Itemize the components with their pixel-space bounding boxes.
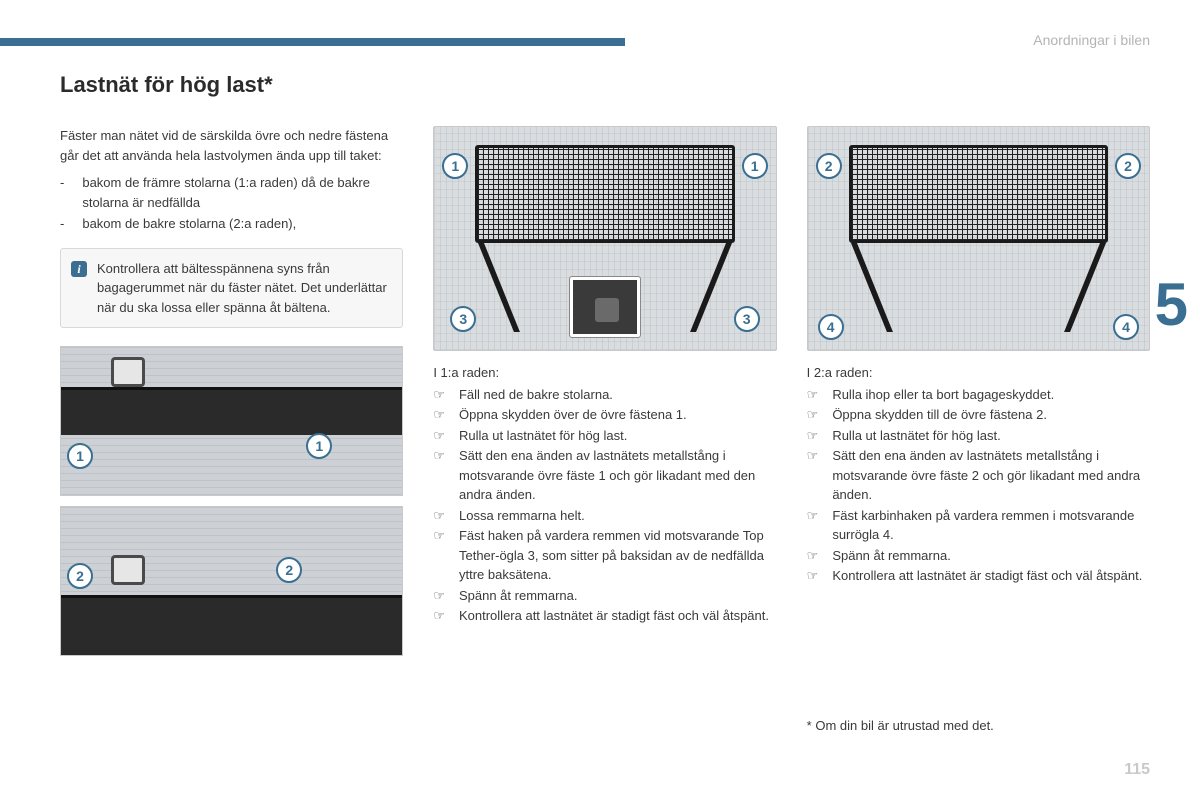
steps-list-row2: ☞ Rulla ihop eller ta bort bagageskyddet.… — [807, 385, 1150, 586]
pointer-icon: ☞ — [433, 526, 445, 585]
figure-inset-detail — [570, 277, 640, 337]
steps-list-row1: ☞ Fäll ned de bakre stolarna. ☞ Öppna skyd… — [433, 385, 776, 626]
step-item: ☞ Kontrollera att lastnätet är stadigt fä… — [807, 566, 1150, 586]
step-text: Öppna skydden till de övre fästena 2. — [832, 405, 1150, 425]
pointer-icon: ☞ — [807, 446, 819, 505]
step-item: ☞ Rulla ihop eller ta bort bagageskyddet. — [807, 385, 1150, 405]
step-text: Fäst haken på vardera remmen vid motsvar… — [459, 526, 777, 585]
step-item: ☞ Spänn åt remmarna. — [807, 546, 1150, 566]
step-text: Sätt den ena änden av lastnätets metalls… — [459, 446, 777, 505]
step-text: Kontrollera att lastnätet är stadigt fäs… — [832, 566, 1150, 586]
step-text: Kontrollera att lastnätet är stadigt fäs… — [459, 606, 777, 626]
pointer-icon: ☞ — [433, 606, 445, 626]
step-text: Öppna skydden över de övre fästena 1. — [459, 405, 777, 425]
figure-callout: 1 — [742, 153, 768, 179]
step-item: ☞ Rulla ut lastnätet för hög last. — [433, 426, 776, 446]
step-item: ☞Sätt den ena änden av lastnätets metall… — [807, 446, 1150, 505]
step-item: ☞Fäst haken på vardera remmen vid motsva… — [433, 526, 776, 585]
intro-bullet-list: bakom de främre stolarna (1:a raden) då … — [60, 173, 403, 234]
page-number: 115 — [1124, 758, 1150, 782]
figure-panel-upper: 1 1 — [60, 346, 403, 496]
pointer-icon: ☞ — [807, 566, 819, 586]
step-item: ☞ Öppna skydden över de övre fästena 1. — [433, 405, 776, 425]
step-item: ☞ Öppna skydden till de övre fästena 2. — [807, 405, 1150, 425]
step-text: Lossa remmarna helt. — [459, 506, 777, 526]
step-item: ☞ Fäst karbinhaken på vardera remmen i mo… — [807, 506, 1150, 545]
step-item: ☞ Spänn åt remmarna. — [433, 586, 776, 606]
section-label: Anordningar i bilen — [1033, 30, 1150, 51]
figure-callout: 4 — [818, 314, 844, 340]
column-middle: 1 1 3 3 I 1:a raden: ☞ Fäll ned de bakre … — [433, 126, 776, 735]
step-text: Fäst karbinhaken på vardera remmen i mot… — [832, 506, 1150, 545]
figure-callout: 2 — [67, 563, 93, 589]
step-text: Sätt den ena änden av lastnätets metalls… — [832, 446, 1150, 505]
info-text: Kontrollera att bältesspännena syns från… — [97, 259, 390, 318]
page-title: Lastnät för hög last* — [60, 68, 1150, 101]
intro-paragraph: Fäster man nätet vid de särskilda övre o… — [60, 126, 403, 165]
pointer-icon: ☞ — [433, 426, 445, 446]
step-item: ☞Sätt den ena änden av lastnätets metall… — [433, 446, 776, 505]
pointer-icon: ☞ — [433, 385, 445, 405]
column-left: Fäster man nätet vid de särskilda övre o… — [60, 126, 403, 735]
figure-callout: 3 — [734, 306, 760, 332]
chapter-number: 5 — [1155, 260, 1188, 350]
figure-panel-lower: 2 2 — [60, 506, 403, 656]
step-item: ☞ Rulla ut lastnätet för hög last. — [807, 426, 1150, 446]
list-item-text: bakom de främre stolarna (1:a raden) då … — [82, 173, 403, 212]
content-columns: Fäster man nätet vid de särskilda övre o… — [60, 126, 1150, 735]
pointer-icon: ☞ — [807, 506, 819, 545]
steps-heading-row2: I 2:a raden: — [807, 363, 1150, 383]
pointer-icon: ☞ — [807, 426, 819, 446]
list-item-text: bakom de bakre stolarna (2:a raden), — [82, 214, 296, 234]
list-item: bakom de bakre stolarna (2:a raden), — [60, 214, 403, 234]
pointer-icon: ☞ — [807, 546, 819, 566]
step-item: ☞ Fäll ned de bakre stolarna. — [433, 385, 776, 405]
figure-net-row1: 1 1 3 3 — [433, 126, 776, 351]
step-text: Rulla ut lastnätet för hög last. — [459, 426, 777, 446]
step-text: Spänn åt remmarna. — [459, 586, 777, 606]
list-item: bakom de främre stolarna (1:a raden) då … — [60, 173, 403, 212]
info-icon: i — [71, 261, 87, 277]
figure-callout: 2 — [816, 153, 842, 179]
pointer-icon: ☞ — [807, 385, 819, 405]
figure-callout: 4 — [1113, 314, 1139, 340]
pointer-icon: ☞ — [433, 446, 445, 505]
figure-callout: 2 — [1115, 153, 1141, 179]
figure-net-row2: 2 2 4 4 — [807, 126, 1150, 351]
figure-callout: 1 — [67, 443, 93, 469]
step-text: Rulla ihop eller ta bort bagageskyddet. — [832, 385, 1150, 405]
info-callout-box: i Kontrollera att bältesspännena syns fr… — [60, 248, 403, 329]
step-text: Fäll ned de bakre stolarna. — [459, 385, 777, 405]
header-accent-bar — [0, 38, 625, 46]
figure-attachment-points: 1 1 2 2 — [60, 346, 403, 656]
pointer-icon: ☞ — [433, 586, 445, 606]
column-right: 2 2 4 4 I 2:a raden: ☞ Rulla ihop eller t… — [807, 126, 1150, 735]
pointer-icon: ☞ — [433, 506, 445, 526]
footnote: * Om din bil är utrustad med det. — [807, 716, 1150, 736]
step-text: Spänn åt remmarna. — [832, 546, 1150, 566]
step-text: Rulla ut lastnätet för hög last. — [832, 426, 1150, 446]
pointer-icon: ☞ — [433, 405, 445, 425]
pointer-icon: ☞ — [807, 405, 819, 425]
step-item: ☞ Lossa remmarna helt. — [433, 506, 776, 526]
steps-heading-row1: I 1:a raden: — [433, 363, 776, 383]
step-item: ☞ Kontrollera att lastnätet är stadigt fä… — [433, 606, 776, 626]
